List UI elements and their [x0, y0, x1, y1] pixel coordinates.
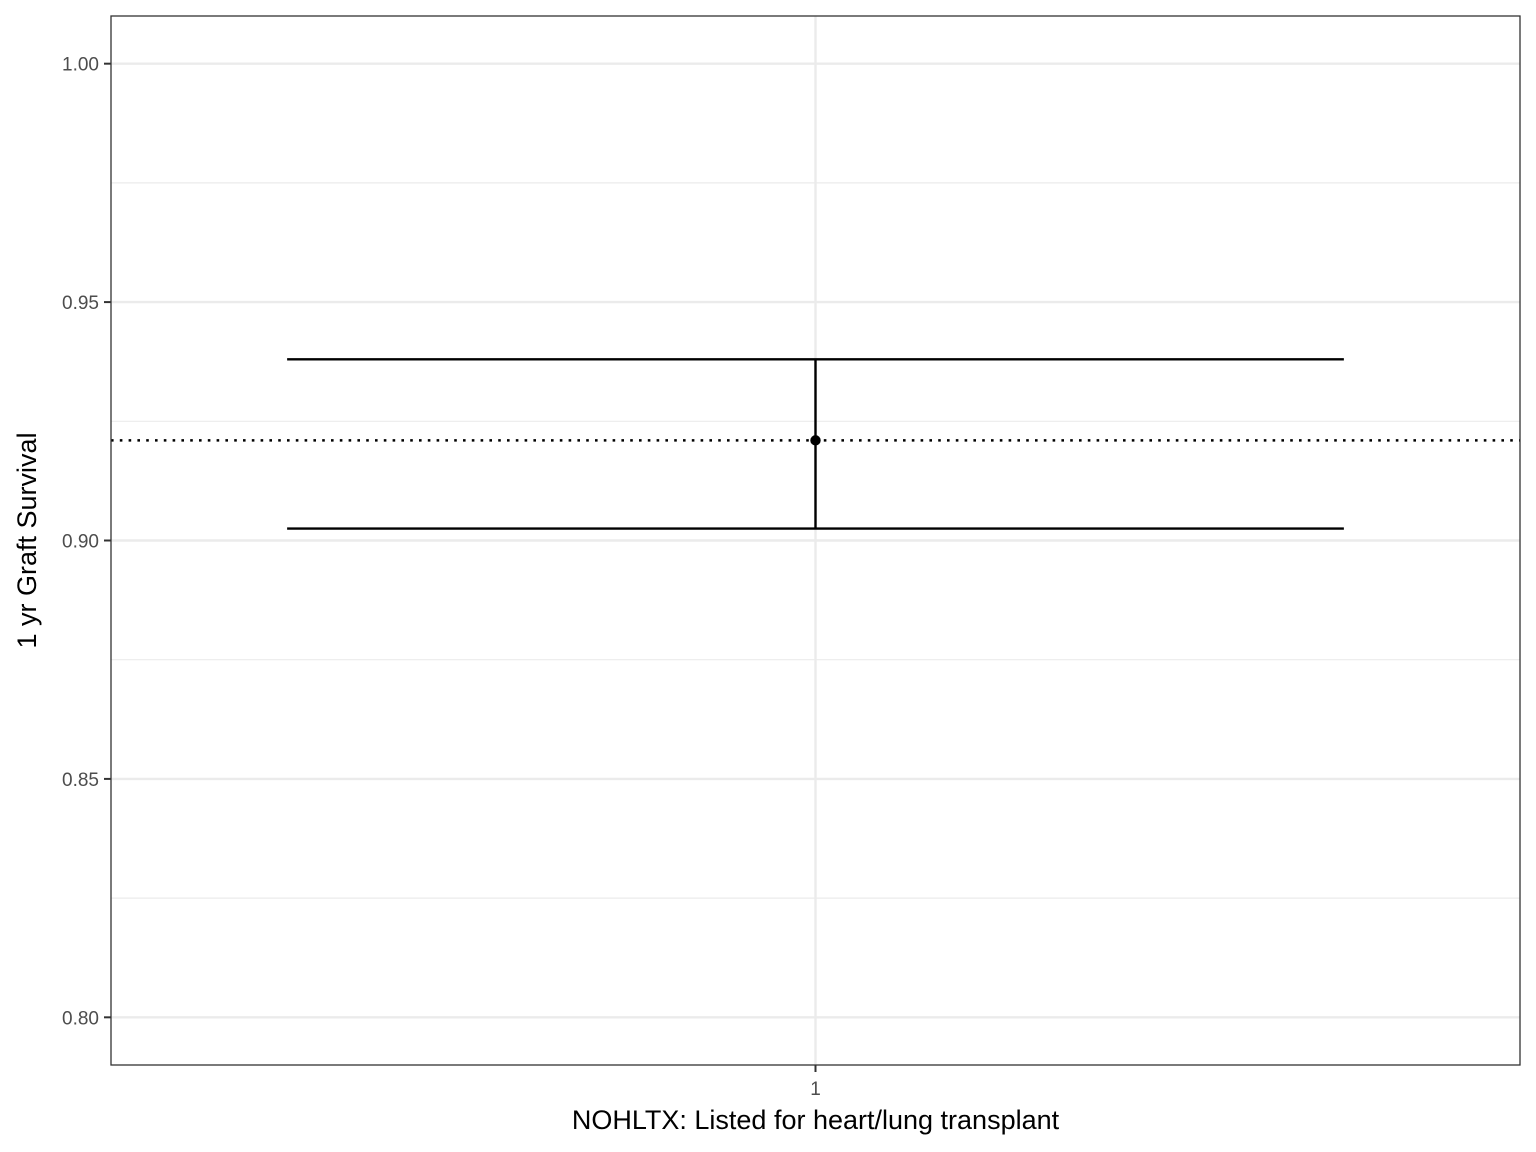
y-axis: 0.80 0.85 0.90 0.95 1.00	[62, 55, 111, 1029]
y-axis-title: 1 yr Graft Survival	[12, 432, 42, 648]
x-tick-label: 1	[810, 1079, 821, 1100]
point-estimate	[810, 435, 821, 446]
y-tick-label: 1.00	[62, 55, 99, 76]
y-tick-label: 0.80	[62, 1008, 99, 1029]
y-tick-label: 0.85	[62, 770, 99, 791]
x-axis: 1	[810, 1065, 821, 1100]
y-tick-label: 0.95	[62, 293, 99, 314]
x-axis-title: NOHLTX: Listed for heart/lung transplant	[572, 1105, 1060, 1135]
y-tick-label: 0.90	[62, 532, 99, 553]
error-bars	[287, 358, 1344, 530]
